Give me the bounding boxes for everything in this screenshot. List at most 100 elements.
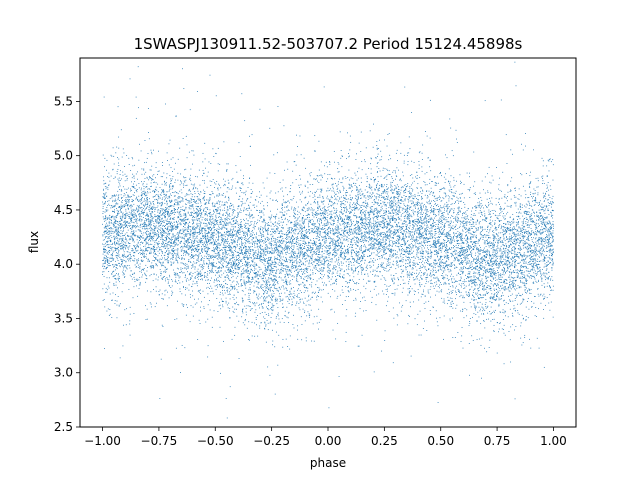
- scatter-point: [237, 231, 238, 233]
- scatter-point: [154, 196, 155, 197]
- scatter-point: [367, 212, 369, 214]
- scatter-point: [390, 218, 392, 219]
- scatter-point: [282, 306, 284, 308]
- scatter-point: [167, 237, 169, 239]
- scatter-point: [452, 290, 454, 291]
- scatter-point: [248, 242, 250, 244]
- scatter-point: [536, 243, 538, 245]
- scatter-point: [217, 195, 219, 197]
- scatter-point: [229, 231, 231, 233]
- scatter-point: [224, 207, 226, 209]
- scatter-point: [245, 265, 247, 267]
- scatter-point: [377, 202, 379, 203]
- scatter-point: [502, 235, 504, 237]
- scatter-point: [537, 230, 539, 232]
- scatter-point: [315, 253, 317, 255]
- scatter-point: [435, 228, 437, 230]
- scatter-point: [382, 215, 384, 217]
- scatter-point: [141, 206, 143, 208]
- scatter-point: [502, 292, 503, 294]
- scatter-point: [229, 207, 230, 209]
- scatter-point: [466, 238, 468, 240]
- scatter-point: [259, 231, 261, 233]
- scatter-point: [343, 230, 345, 232]
- scatter-point: [338, 218, 339, 219]
- scatter-point: [409, 217, 410, 219]
- scatter-point: [437, 209, 438, 210]
- scatter-point: [301, 249, 303, 251]
- scatter-point: [426, 222, 427, 224]
- scatter-point: [320, 213, 322, 215]
- scatter-point: [296, 244, 297, 245]
- scatter-point: [274, 393, 276, 395]
- scatter-point: [186, 230, 188, 232]
- scatter-point: [107, 261, 108, 262]
- scatter-point: [218, 244, 220, 246]
- scatter-point: [503, 274, 505, 276]
- scatter-point: [531, 231, 532, 233]
- scatter-point: [489, 259, 491, 261]
- scatter-point: [389, 154, 391, 156]
- scatter-point: [298, 253, 300, 255]
- scatter-point: [289, 240, 291, 242]
- scatter-point: [188, 190, 190, 192]
- scatter-point: [360, 237, 362, 239]
- scatter-point: [404, 251, 406, 252]
- scatter-point: [401, 291, 403, 293]
- scatter-point: [155, 167, 157, 168]
- scatter-point: [259, 275, 260, 277]
- scatter-point: [539, 266, 541, 268]
- scatter-point: [293, 208, 295, 210]
- scatter-point: [246, 233, 248, 235]
- scatter-point: [403, 195, 405, 196]
- scatter-point: [443, 240, 445, 242]
- scatter-point: [270, 258, 271, 260]
- scatter-point: [360, 197, 362, 199]
- scatter-point: [496, 292, 497, 293]
- scatter-point: [346, 236, 348, 238]
- scatter-point: [509, 229, 511, 231]
- scatter-point: [227, 241, 229, 242]
- scatter-point: [341, 196, 342, 198]
- scatter-point: [255, 273, 257, 275]
- scatter-point: [118, 147, 120, 149]
- scatter-point: [307, 311, 309, 313]
- scatter-point: [290, 271, 292, 273]
- scatter-point: [261, 236, 262, 238]
- scatter-point: [313, 232, 314, 234]
- scatter-point: [229, 293, 231, 295]
- scatter-point: [316, 231, 318, 232]
- scatter-point: [258, 201, 259, 203]
- scatter-point: [177, 249, 179, 251]
- scatter-point: [337, 230, 339, 232]
- scatter-point: [446, 293, 448, 295]
- scatter-point: [272, 290, 274, 292]
- scatter-point: [192, 227, 194, 229]
- scatter-point: [221, 204, 223, 206]
- scatter-point: [231, 258, 233, 260]
- scatter-point: [280, 299, 282, 301]
- scatter-point: [509, 245, 511, 247]
- scatter-point: [454, 240, 456, 242]
- scatter-point: [221, 238, 223, 239]
- scatter-point: [189, 241, 191, 243]
- scatter-point: [521, 258, 523, 260]
- scatter-point: [466, 217, 468, 219]
- scatter-point: [273, 216, 274, 217]
- scatter-point: [157, 202, 158, 204]
- scatter-point: [204, 142, 206, 144]
- scatter-point: [102, 259, 104, 261]
- scatter-point: [552, 164, 554, 166]
- scatter-point: [233, 256, 235, 258]
- scatter-point: [229, 271, 231, 273]
- scatter-point: [166, 268, 168, 270]
- scatter-point: [246, 270, 248, 272]
- scatter-point: [103, 283, 105, 285]
- scatter-point: [461, 235, 463, 236]
- scatter-point: [461, 207, 463, 209]
- scatter-point: [392, 233, 394, 234]
- scatter-point: [257, 273, 259, 275]
- scatter-point: [408, 290, 410, 292]
- scatter-point: [245, 190, 247, 192]
- scatter-point: [317, 250, 319, 252]
